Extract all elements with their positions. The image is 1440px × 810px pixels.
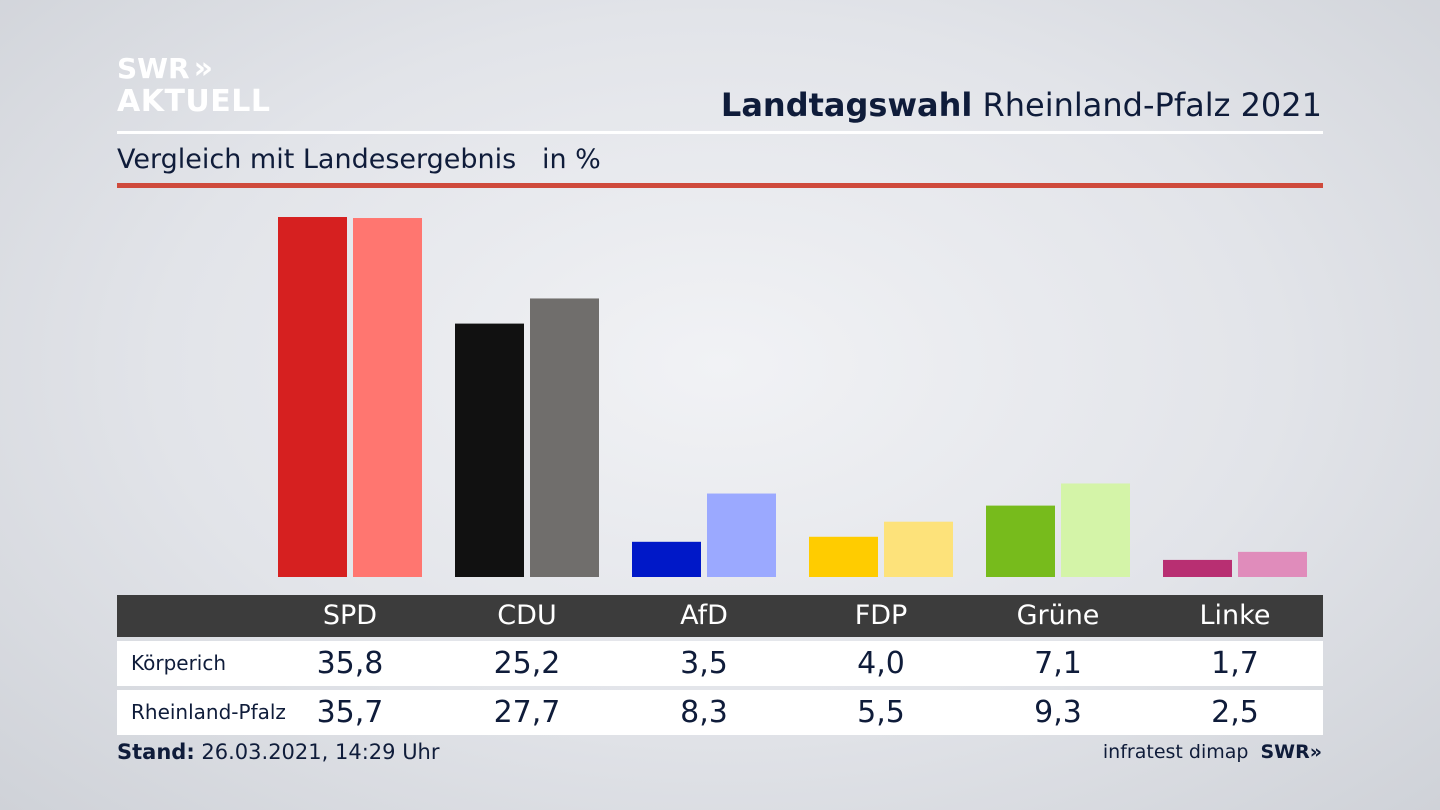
- column-header: Grüne: [1016, 600, 1100, 631]
- title-rest: Rheinland-Pfalz 2021: [982, 86, 1322, 124]
- bar-afd-state: [707, 493, 776, 577]
- column-header: FDP: [854, 600, 908, 631]
- swr-brand-logo: SWR»: [1260, 741, 1322, 763]
- column-header: AfD: [680, 600, 728, 631]
- bar-linke-state: [1238, 551, 1307, 577]
- table-cell: 4,0: [857, 646, 905, 681]
- bar-grne-local: [986, 505, 1055, 577]
- table-cell: 2,5: [1211, 695, 1259, 730]
- results-table: SPD CDU AfD FDP Grüne Linke Körperich 35,8 25,…: [117, 595, 1323, 735]
- table-cell: 8,3: [680, 695, 728, 730]
- stand-value: 26.03.2021, 14:29 Uhr: [201, 740, 440, 764]
- row-label: Körperich: [131, 651, 227, 675]
- table-cell: 35,8: [316, 646, 384, 681]
- bar-spd-state: [353, 218, 422, 577]
- table-cell: 1,7: [1211, 646, 1259, 681]
- column-header: Linke: [1199, 600, 1271, 631]
- title-divider: [117, 131, 1323, 134]
- table-cell: 7,1: [1034, 646, 1082, 681]
- column-header: SPD: [322, 600, 378, 631]
- bar-afd-local: [632, 541, 701, 577]
- table-cell: 25,2: [493, 646, 561, 681]
- table-cell: 35,7: [316, 695, 384, 730]
- chart-title: Landtagswahl Rheinland-Pfalz 2021: [721, 86, 1322, 124]
- bar-cdu-local: [455, 323, 524, 577]
- table-cell: 9,3: [1034, 695, 1082, 730]
- bar-fdp-local: [809, 536, 878, 577]
- table-row: Körperich 35,8 25,2 3,5 4,0 7,1 1,7: [117, 641, 1323, 686]
- table-cell: 27,7: [493, 695, 561, 730]
- source-credit: infratest dimap SWR»: [1103, 741, 1322, 763]
- bar-fdp-state: [884, 521, 953, 577]
- logo-line2: AKTUELL: [117, 84, 271, 119]
- timestamp: Stand: 26.03.2021, 14:29 Uhr: [117, 740, 440, 764]
- table-row: Rheinland-Pfalz 35,7 27,7 8,3 5,5 9,3 2,5: [117, 690, 1323, 735]
- table-header-row: SPD CDU AfD FDP Grüne Linke: [117, 595, 1323, 637]
- stand-label: Stand:: [117, 740, 195, 764]
- bar-spd-local: [278, 217, 347, 577]
- logo-line1: SWR: [117, 52, 190, 85]
- bar-chart: [278, 217, 1307, 577]
- source-label: infratest dimap: [1102, 741, 1249, 763]
- column-header: CDU: [497, 600, 557, 631]
- bar-linke-local: [1163, 559, 1232, 577]
- table-cell: 5,5: [857, 695, 905, 730]
- bar-grne-state: [1061, 483, 1130, 577]
- title-bold: Landtagswahl: [720, 86, 973, 124]
- swr-aktuell-logo: SWR» AKTUELL: [117, 54, 271, 117]
- subtitle-unit: in %: [541, 144, 601, 175]
- row-label: Rheinland-Pfalz: [131, 700, 286, 724]
- accent-divider: [117, 183, 1323, 188]
- subtitle: Vergleich mit Landesergebnis in %: [117, 144, 601, 175]
- table-cell: 3,5: [680, 646, 728, 681]
- subtitle-text: Vergleich mit Landesergebnis: [117, 144, 517, 175]
- bar-cdu-state: [530, 298, 599, 577]
